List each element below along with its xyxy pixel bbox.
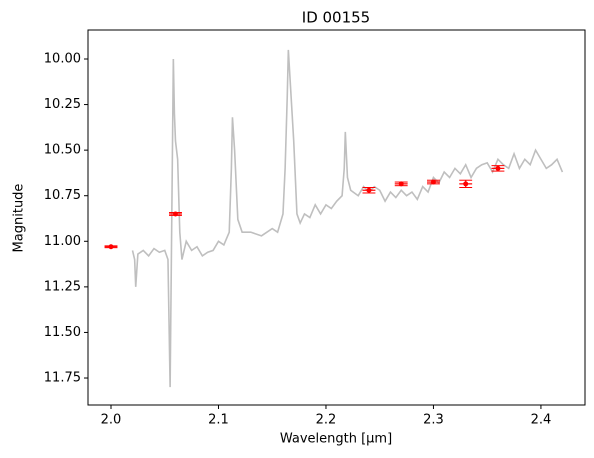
y-tick-label: 10.50 bbox=[44, 143, 81, 158]
y-tick-label: 11.25 bbox=[44, 279, 81, 294]
data-point bbox=[463, 181, 469, 187]
y-tick-label: 11.50 bbox=[44, 325, 81, 340]
data-point bbox=[366, 187, 372, 193]
y-tick-label: 11.75 bbox=[44, 371, 81, 386]
data-point bbox=[430, 179, 436, 185]
data-point bbox=[398, 181, 404, 187]
y-tick-label: 11.00 bbox=[44, 234, 81, 249]
spectrum-line bbox=[131, 49, 564, 388]
x-tick-label: 2.2 bbox=[316, 413, 337, 428]
plot-frame bbox=[87, 29, 586, 406]
data-point bbox=[108, 244, 114, 250]
x-tick-label: 2.0 bbox=[101, 413, 122, 428]
x-tick-label: 2.3 bbox=[423, 413, 444, 428]
data-point bbox=[495, 165, 501, 171]
y-tick-label: 10.00 bbox=[44, 51, 81, 66]
y-tick-label: 10.25 bbox=[44, 97, 81, 112]
x-tick-label: 2.1 bbox=[208, 413, 229, 428]
x-tick-label: 2.4 bbox=[531, 413, 552, 428]
y-axis-label: Magnitude bbox=[12, 184, 27, 253]
data-point bbox=[172, 211, 178, 217]
chart-title: ID 00155 bbox=[302, 9, 370, 27]
x-axis-label: Wavelength [µm] bbox=[280, 432, 392, 447]
y-tick-label: 10.75 bbox=[44, 188, 81, 203]
